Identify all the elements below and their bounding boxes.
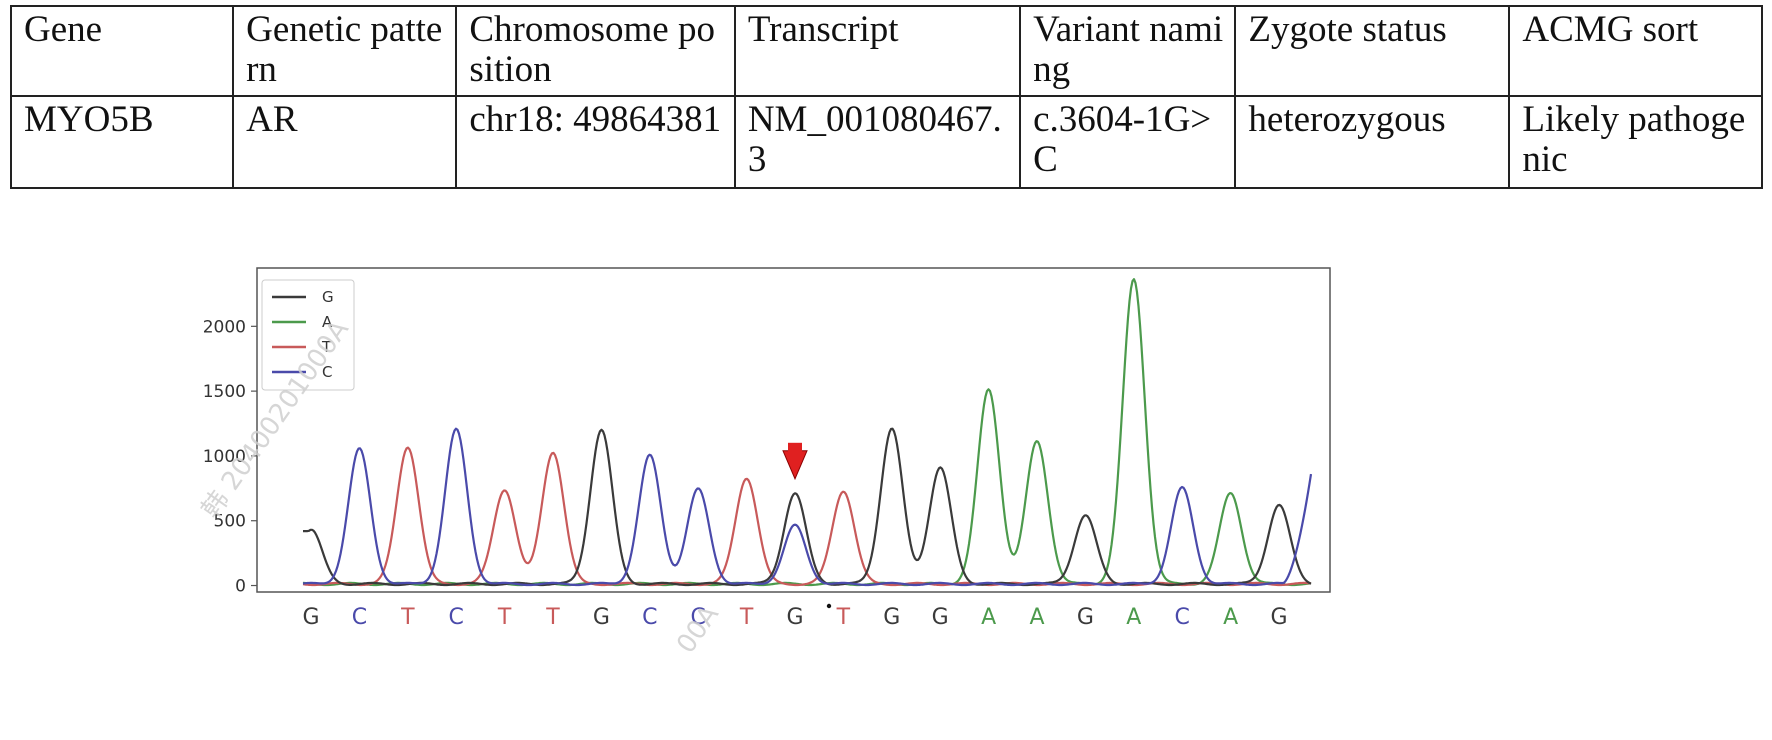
header-genetic-pattern: Genetic pattern: [232, 5, 458, 97]
cell-chromosome-position: chr18: 49864381: [455, 95, 736, 189]
x-base-label: G: [593, 605, 610, 630]
variant-marker-arrow: [782, 450, 808, 481]
x-base-label: T: [497, 605, 512, 630]
series-line-c: [302, 427, 1313, 587]
x-base-label: T: [400, 605, 415, 630]
header-chromosome-position: Chromosome position: [455, 5, 736, 97]
header-variant-naming: Variant naming: [1019, 5, 1237, 97]
plot-frame: [256, 267, 1331, 593]
table-header-row: Gene Genetic pattern Chromosome position…: [9, 5, 1763, 97]
variant-table: Gene Genetic pattern Chromosome position…: [9, 5, 1763, 189]
x-base-label: G: [883, 605, 900, 630]
header-acmg-sort: ACMG sort: [1508, 5, 1763, 97]
variant-dot: [826, 603, 832, 609]
x-base-label: C: [642, 605, 657, 630]
header-gene: Gene: [9, 5, 235, 97]
x-base-label: G: [1270, 605, 1287, 630]
y-tick-label: 2000: [203, 317, 246, 337]
legend-label-g: G: [322, 288, 334, 306]
x-base-label: C: [1175, 605, 1190, 630]
cell-transcript: NM_001080467.3: [733, 95, 1022, 189]
cell-zygote-status: heterozygous: [1234, 95, 1511, 189]
table-row: MYO5B AR chr18: 49864381 NM_001080467.3 …: [9, 95, 1763, 189]
cell-gene: MYO5B: [9, 95, 235, 189]
x-base-label: T: [739, 605, 754, 630]
cell-genetic-pattern: AR: [232, 95, 458, 189]
legend-label-a: A: [322, 313, 333, 331]
x-base-label: T: [836, 605, 851, 630]
y-tick-label: 500: [214, 512, 246, 532]
y-tick-label: 1000: [203, 447, 246, 467]
x-base-label: G: [786, 605, 803, 630]
cell-acmg-sort: Likely pathogenic: [1508, 95, 1763, 189]
legend-box: [261, 279, 355, 391]
cell-variant-naming: c.3604-1G>C: [1019, 95, 1237, 189]
header-transcript: Transcript: [733, 5, 1022, 97]
watermark-text-bottom: 00A: [671, 600, 725, 659]
x-base-label: G: [302, 605, 319, 630]
x-base-label: A: [981, 605, 996, 630]
x-base-label: C: [449, 605, 464, 630]
legend-label-t: T: [321, 338, 332, 356]
x-base-label: G: [932, 605, 949, 630]
y-tick-label: 1500: [203, 382, 246, 402]
x-base-label: C: [691, 605, 706, 630]
variant-marker-stem: [788, 442, 802, 452]
x-base-label: A: [1126, 605, 1141, 630]
x-base-label: C: [352, 605, 367, 630]
x-base-label: T: [545, 605, 560, 630]
y-tick-label: 0: [235, 577, 246, 597]
x-base-label: A: [1223, 605, 1238, 630]
x-base-label: G: [1077, 605, 1094, 630]
x-base-label: A: [1029, 605, 1044, 630]
legend-label-c: C: [322, 363, 332, 381]
header-zygote-status: Zygote status: [1234, 5, 1511, 97]
